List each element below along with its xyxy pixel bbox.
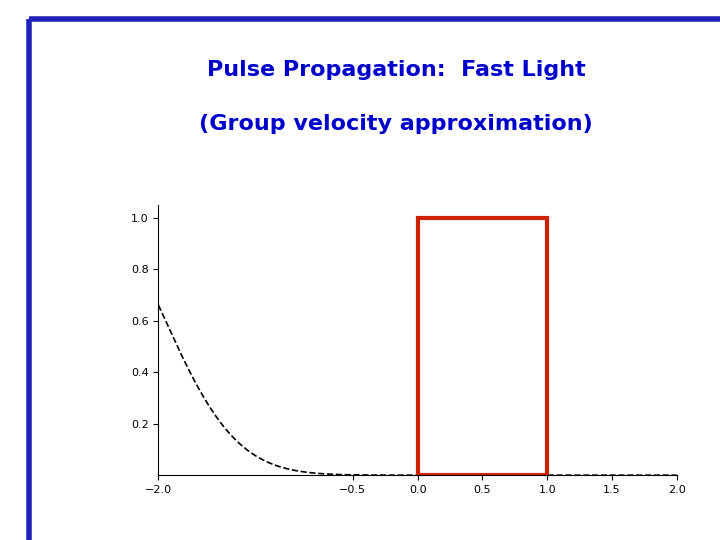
Text: Pulse Propagation:  Fast Light: Pulse Propagation: Fast Light [207,60,585,80]
Text: (Group velocity approximation): (Group velocity approximation) [199,114,593,134]
Bar [418,218,547,475]
